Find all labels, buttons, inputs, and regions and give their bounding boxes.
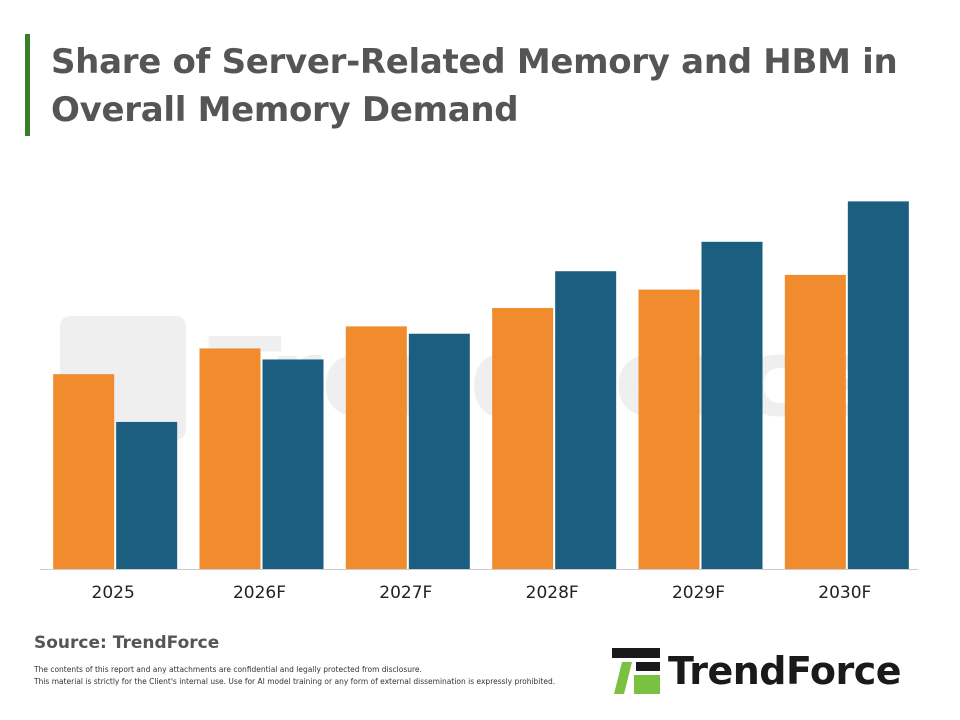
bar-2027F-series-2 xyxy=(408,333,470,569)
bar-2027F-series-1 xyxy=(345,326,407,569)
x-tick-label: 2029F xyxy=(672,583,725,603)
chart-title: Share of Server-Related Memory and HBM i… xyxy=(51,42,898,130)
logo-text: TrendForce xyxy=(668,649,902,693)
bar-2029F-series-1 xyxy=(638,289,700,569)
disclaimer-line-1: The contents of this report and any atta… xyxy=(34,665,422,674)
x-tick-label: 2025 xyxy=(92,583,135,603)
bar-2030F-series-1 xyxy=(784,274,846,569)
x-tick-label: 2028F xyxy=(526,583,579,603)
bar-chart: 2025 2026F 2027F 2028F 2029F 2030F xyxy=(40,201,918,603)
bar-2028F-series-1 xyxy=(492,307,554,569)
disclaimer-line-2: This material is strictly for the Client… xyxy=(34,677,556,686)
bar-2030F-series-2 xyxy=(847,201,909,569)
source-label: Source: TrendForce xyxy=(34,633,220,653)
trendforce-logo: TrendForce xyxy=(612,646,902,696)
bar-2025-series-2 xyxy=(116,421,178,569)
bar-2026F-series-2 xyxy=(262,359,324,569)
title-accent-bar xyxy=(25,34,30,136)
bar-2026F-series-1 xyxy=(199,348,261,569)
bar-2029F-series-2 xyxy=(701,241,763,570)
x-tick-label: 2027F xyxy=(379,583,432,603)
x-tick-label: 2030F xyxy=(818,583,871,603)
trendforce-logo-icon xyxy=(612,648,660,694)
bar-2028F-series-2 xyxy=(555,271,617,569)
x-tick-label: 2026F xyxy=(233,583,286,603)
bar-2025-series-1 xyxy=(53,374,115,569)
